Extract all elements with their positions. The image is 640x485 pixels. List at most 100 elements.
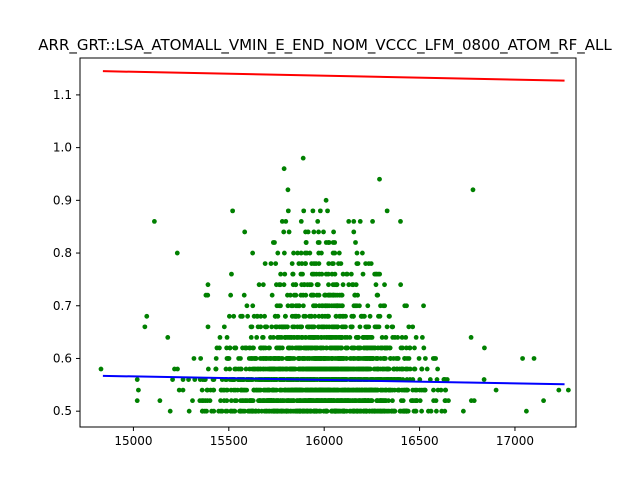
data-point (366, 261, 372, 266)
data-point (299, 261, 305, 266)
data-point (248, 334, 254, 340)
data-point (365, 398, 371, 404)
data-point (180, 387, 186, 393)
data-point (329, 356, 334, 361)
data-point (334, 387, 339, 393)
data-point (297, 345, 303, 351)
data-point (432, 356, 437, 361)
data-point (332, 271, 338, 277)
data-point (305, 387, 311, 393)
data-point (296, 334, 302, 340)
data-point (343, 324, 348, 330)
data-point (319, 398, 325, 404)
data-point (351, 229, 357, 235)
data-point (300, 155, 306, 161)
data-point (332, 240, 338, 245)
data-point (266, 366, 272, 372)
data-point (263, 356, 269, 361)
data-point (370, 219, 375, 224)
data-point (303, 229, 308, 235)
data-point (258, 387, 264, 393)
data-point (330, 282, 336, 288)
data-point (176, 387, 182, 393)
data-point (306, 345, 312, 351)
data-point (243, 345, 249, 351)
data-point (238, 313, 244, 319)
data-point (218, 398, 223, 404)
data-point (205, 282, 211, 288)
data-point (328, 334, 334, 340)
data-point (256, 398, 261, 404)
data-point (565, 387, 571, 393)
data-point (278, 271, 284, 277)
data-point (223, 366, 229, 372)
data-point (414, 387, 420, 393)
data-point (165, 334, 171, 340)
data-point (320, 303, 326, 309)
data-point (180, 377, 186, 382)
data-point (142, 324, 148, 330)
data-point (228, 387, 234, 393)
data-point (307, 313, 312, 319)
data-point (297, 398, 303, 404)
data-point (276, 356, 282, 361)
data-point (362, 356, 368, 361)
data-point (391, 356, 396, 361)
data-point (407, 345, 413, 351)
data-point (301, 208, 307, 214)
data-point (205, 398, 210, 404)
data-point (384, 208, 390, 214)
data-point (471, 398, 477, 404)
data-point (242, 408, 248, 414)
data-point (350, 282, 356, 288)
data-point (269, 292, 275, 298)
data-point (229, 271, 234, 277)
data-point (270, 366, 275, 372)
data-point (288, 398, 294, 404)
data-point (359, 250, 365, 256)
x-tick-label: 16500 (400, 434, 438, 448)
data-point (264, 398, 270, 404)
data-point (399, 334, 405, 340)
data-point (316, 292, 322, 298)
data-point (296, 313, 301, 319)
data-point (319, 250, 324, 256)
data-point (354, 398, 360, 404)
data-point (357, 303, 362, 309)
data-point (264, 408, 270, 414)
data-point (351, 303, 357, 309)
data-point (340, 282, 346, 288)
data-point (325, 208, 330, 214)
data-point (346, 387, 351, 393)
data-point (232, 366, 238, 372)
data-point (341, 408, 347, 414)
data-point (144, 313, 150, 319)
data-point (371, 366, 377, 372)
data-point (287, 292, 293, 298)
data-point (336, 250, 342, 256)
data-point (258, 313, 264, 319)
x-tick-label: 15500 (210, 434, 248, 448)
data-point (431, 387, 436, 393)
data-point (315, 219, 321, 224)
data-point (325, 303, 330, 309)
data-point (293, 345, 299, 351)
data-point (329, 324, 335, 330)
data-point (294, 303, 300, 309)
data-point (285, 187, 291, 193)
data-point (298, 219, 304, 224)
data-point (322, 292, 328, 298)
data-point (361, 366, 367, 372)
data-point (269, 398, 275, 404)
data-point (396, 387, 402, 393)
data-point (365, 303, 371, 309)
data-point (333, 313, 339, 319)
data-point (339, 324, 345, 330)
data-point (280, 408, 286, 414)
data-point (389, 408, 395, 414)
data-point (413, 408, 419, 414)
data-point (225, 356, 231, 361)
data-point (377, 313, 383, 319)
data-point (247, 345, 253, 351)
